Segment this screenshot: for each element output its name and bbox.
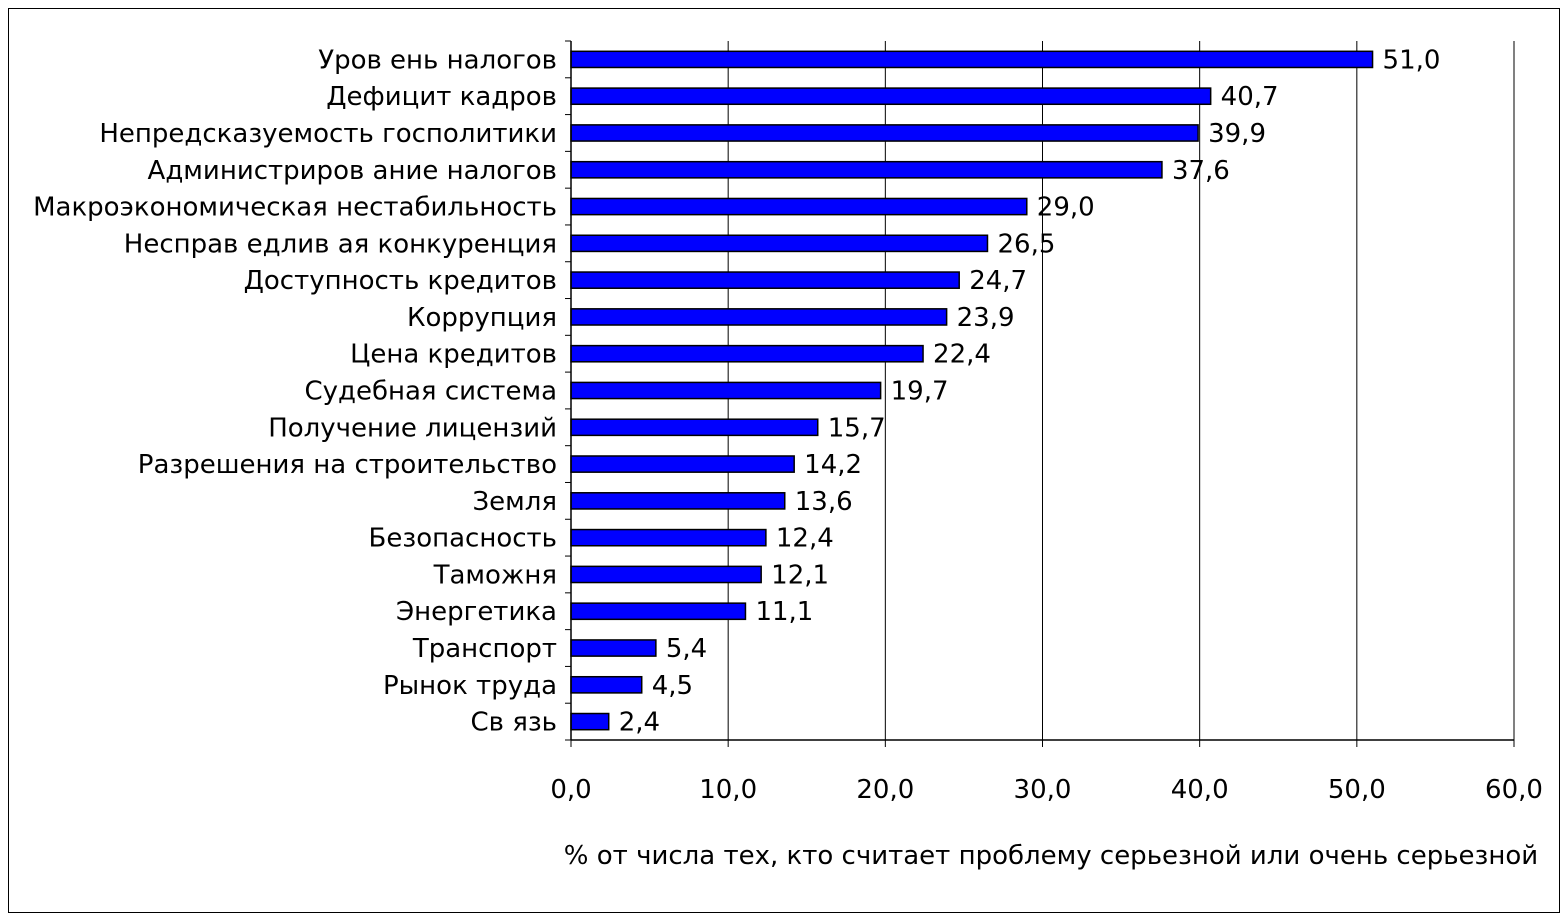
labels: 0,0 10,0 20,0 30,0 40,0 50,0 60,0 Уров ень нало… xyxy=(33,45,1543,805)
bar xyxy=(570,197,1028,216)
value-label: 37,6 xyxy=(1172,156,1230,186)
bar xyxy=(570,124,1199,142)
x-tick-label: 30,0 xyxy=(1014,775,1072,805)
x-tick-label: 10,0 xyxy=(699,775,757,805)
bar xyxy=(570,234,989,253)
category-label: Разрешения на строительство xyxy=(138,450,557,480)
category-label: Получение лицензий xyxy=(268,413,557,443)
category-label: Несправ едлив ая конкуренция xyxy=(124,229,557,259)
bar xyxy=(570,418,819,437)
axes xyxy=(565,40,1515,747)
category-label: Цена кредитов xyxy=(350,340,557,370)
bar xyxy=(570,492,786,510)
category-label: Макроэкономическая нестабильность xyxy=(33,193,557,223)
value-label: 24,7 xyxy=(969,266,1027,296)
bar xyxy=(570,50,1374,69)
value-label: 12,4 xyxy=(776,524,834,554)
x-tick-label: 40,0 xyxy=(1171,775,1229,805)
category-label: Непредсказуемость госполитики xyxy=(99,119,557,149)
value-label: 29,0 xyxy=(1037,193,1095,223)
value-label: 19,7 xyxy=(891,377,949,407)
bar xyxy=(570,271,960,289)
value-label: 11,1 xyxy=(755,597,813,627)
bar xyxy=(570,712,610,731)
category-label: Дефицит кадров xyxy=(326,82,557,112)
value-label: 5,4 xyxy=(666,634,707,664)
category-label: Рынок труда xyxy=(383,671,557,701)
value-label: 23,9 xyxy=(957,303,1015,333)
category-label: Энергетика xyxy=(396,597,557,627)
bar xyxy=(570,381,882,400)
value-label: 2,4 xyxy=(619,708,660,738)
category-label: Судебная система xyxy=(304,377,557,407)
chart-frame: 0,0 10,0 20,0 30,0 40,0 50,0 60,0 Уров ень нало… xyxy=(8,8,1560,913)
category-label: Администриров ание налогов xyxy=(148,156,557,186)
value-label: 40,7 xyxy=(1221,82,1279,112)
bar xyxy=(570,639,657,657)
value-label: 14,2 xyxy=(804,450,862,480)
bar-chart: 0,0 10,0 20,0 30,0 40,0 50,0 60,0 Уров ень нало… xyxy=(33,40,1543,871)
category-label: Уров ень налогов xyxy=(318,45,557,75)
x-tick-label: 50,0 xyxy=(1328,775,1386,805)
category-label: Доступность кредитов xyxy=(244,266,557,296)
value-label: 12,1 xyxy=(771,560,829,590)
bar xyxy=(570,528,767,547)
value-label: 51,0 xyxy=(1383,45,1441,75)
value-label: 26,5 xyxy=(997,229,1055,259)
bar xyxy=(570,565,762,584)
category-label: Земля xyxy=(472,487,557,517)
value-label: 15,7 xyxy=(828,413,886,443)
bar xyxy=(570,602,747,621)
bar xyxy=(570,87,1212,106)
gridlines xyxy=(727,41,1515,740)
category-label: Безопасность xyxy=(369,524,557,554)
bar xyxy=(570,160,1163,179)
value-label: 4,5 xyxy=(652,671,693,701)
category-label: Коррупция xyxy=(407,303,557,333)
category-label: Транспорт xyxy=(412,634,557,664)
x-axis-title: % от числа тех, кто считает проблему сер… xyxy=(564,841,1538,871)
bar xyxy=(570,308,948,326)
bars xyxy=(570,50,1374,731)
bar xyxy=(570,455,795,473)
category-label: Таможня xyxy=(433,560,557,590)
value-label: 39,9 xyxy=(1208,119,1266,149)
x-tick-label: 20,0 xyxy=(856,775,914,805)
x-tick-label: 0,0 xyxy=(550,775,591,805)
bar xyxy=(570,344,924,363)
x-tick-label: 60,0 xyxy=(1485,775,1543,805)
bar xyxy=(570,675,643,694)
value-label: 13,6 xyxy=(795,487,853,517)
category-label: Св язь xyxy=(470,708,557,738)
value-label: 22,4 xyxy=(933,340,991,370)
